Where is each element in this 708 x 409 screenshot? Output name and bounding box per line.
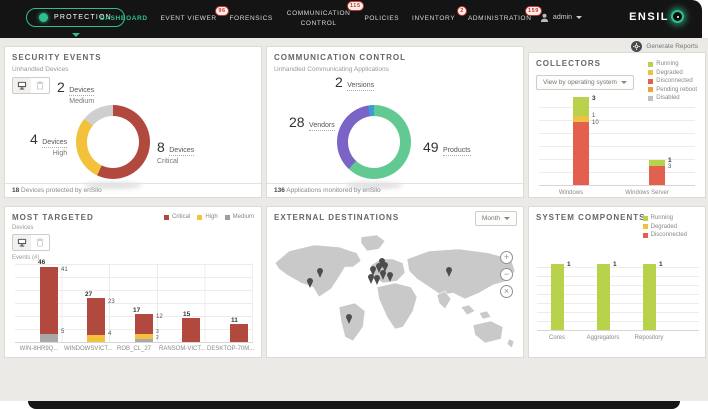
- panel-subtitle: Unhandled Communicating Applications: [274, 66, 389, 73]
- panel-subtitle: Unhandled Devices: [12, 66, 69, 73]
- nav-event-viewer[interactable]: EVENT VIEWER 96: [160, 6, 229, 24]
- generate-reports-label: Generate Reports: [646, 43, 698, 50]
- trash-icon[interactable]: [31, 78, 49, 93]
- bar-rob-cl-27: [135, 314, 153, 342]
- medium-swatch: [224, 214, 230, 220]
- panel-title: COMMUNICATION CONTROL: [274, 53, 406, 62]
- panel-title: MOST TARGETED: [12, 213, 94, 222]
- disconnected-swatch: [642, 232, 648, 238]
- trash-icon[interactable]: [31, 235, 49, 250]
- degraded-swatch: [642, 224, 648, 229]
- bar-windowsvict: [87, 298, 105, 342]
- protection-toggle[interactable]: PROTECTION: [26, 8, 125, 27]
- bar-ransom-vict: [182, 318, 200, 342]
- view-by-os-dropdown[interactable]: View by operating system: [536, 75, 634, 90]
- aggregators-bar: [597, 264, 610, 330]
- chevron-down-icon: [576, 16, 582, 19]
- pending-reboot-swatch: [648, 87, 654, 92]
- chevron-down-icon[interactable]: [72, 33, 80, 37]
- security-events-panel: SECURITY EVENTS Unhandled Devices 2 Devi…: [4, 46, 262, 198]
- generate-reports-button[interactable]: Generate Reports: [631, 41, 698, 52]
- reset-view-button[interactable]: ×: [500, 285, 513, 298]
- communication-control-badge: 115: [346, 1, 364, 12]
- y-axis-label: Events (#): [12, 255, 40, 261]
- device-type-toggle: [12, 234, 50, 251]
- most-targeted-chart: 46 41 5 27 23 4 17 12 3 2 15: [15, 259, 253, 343]
- system-components-chart: 1 1 1: [537, 259, 699, 331]
- logo-o-icon: [671, 10, 684, 23]
- most-targeted-legend: Critical High Medium: [163, 214, 254, 220]
- panel-title: EXTERNAL DESTINATIONS: [274, 213, 400, 222]
- donut-shadow: [345, 182, 403, 189]
- collectors-panel: COLLECTORS View by operating system Runn…: [528, 52, 706, 198]
- communication-control-panel: COMMUNICATION CONTROL Unhandled Communic…: [266, 46, 524, 198]
- panel-title: SYSTEM COMPONENTS: [536, 213, 646, 222]
- protection-label: PROTECTION: [54, 14, 112, 21]
- panel-title: COLLECTORS: [536, 59, 601, 68]
- period-dropdown[interactable]: Month: [474, 211, 517, 226]
- most-targeted-panel: MOST TARGETED Critical High Medium Devic…: [4, 206, 262, 358]
- vendors-label: 28 Vendors: [289, 114, 335, 131]
- products-label: 49 Products: [423, 139, 471, 156]
- running-swatch: [648, 61, 654, 67]
- nav-dashboard[interactable]: DASHBOARD: [100, 15, 148, 23]
- bar-desktop-70m: [230, 324, 248, 342]
- nav-inventory[interactable]: INVENTORY 2: [412, 6, 468, 24]
- system-components-panel: SYSTEM COMPONENTS Running Degraded Disco…: [528, 206, 706, 358]
- external-destinations-panel: EXTERNAL DESTINATIONS Month: [266, 206, 524, 358]
- windows-server-bar: [649, 160, 665, 185]
- top-nav-bar: PROTECTION DASHBOARD EVENT VIEWER 96 FORE…: [0, 0, 702, 38]
- zoom-in-button[interactable]: +: [500, 251, 513, 264]
- nav-communication-control[interactable]: COMMUNICATION CONTROL 115: [286, 1, 364, 29]
- person-icon: [540, 13, 549, 22]
- destination-pins: [307, 258, 452, 324]
- bottom-bar: [28, 401, 680, 409]
- zoom-out-button[interactable]: −: [500, 268, 513, 281]
- monitor-icon[interactable]: [13, 78, 31, 93]
- disconnected-swatch: [648, 78, 654, 84]
- world-map: [274, 234, 516, 349]
- event-viewer-badge: 96: [215, 6, 229, 17]
- degraded-swatch: [648, 70, 654, 75]
- main-nav: DASHBOARD EVENT VIEWER 96 FORENSICS COMMU…: [100, 0, 542, 38]
- device-type-toggle: [12, 77, 50, 94]
- ensilo-logo: ENSIL: [629, 10, 684, 23]
- chevron-down-icon: [620, 81, 627, 84]
- gear-icon: [631, 41, 643, 52]
- repository-bar: [643, 264, 656, 330]
- inventory-badge: 2: [457, 6, 468, 17]
- administration-badge: 159: [524, 6, 542, 17]
- collectors-chart: 3 1 10 1 3: [539, 95, 695, 186]
- medium-label: 2 Devices Medium: [57, 79, 95, 105]
- critical-swatch: [163, 214, 169, 220]
- nav-administration[interactable]: ADMINISTRATION 159: [468, 6, 542, 24]
- user-menu[interactable]: admin: [540, 13, 582, 22]
- user-name: admin: [552, 14, 572, 21]
- communication-control-donut: [337, 105, 411, 179]
- high-label: 4 Devices High: [30, 131, 68, 157]
- chevron-down-icon: [504, 217, 510, 220]
- panel-title: SECURITY EVENTS: [12, 53, 102, 62]
- donut-shadow: [84, 182, 142, 189]
- panel-footer: 18 Devices protected by enSilo: [5, 183, 261, 197]
- bar-win-8hr9q: [40, 267, 58, 342]
- devices-label: Devices: [12, 225, 34, 231]
- security-events-donut: [76, 105, 150, 179]
- critical-label: 8 Devices Critical: [157, 139, 195, 165]
- nav-forensics[interactable]: FORENSICS: [229, 15, 273, 23]
- cores-bar: [551, 264, 564, 330]
- nav-policies[interactable]: POLICIES: [364, 15, 400, 23]
- system-components-legend: Running Degraded Disconnected: [642, 215, 687, 241]
- panel-footer: 136 Applications monitored by enSilo: [267, 183, 523, 197]
- running-swatch: [642, 215, 648, 221]
- monitor-icon[interactable]: [13, 235, 31, 250]
- versions-label: 2 Versions: [335, 74, 375, 91]
- windows-bar: [573, 97, 589, 185]
- protection-status-icon: [39, 13, 48, 22]
- high-swatch: [197, 214, 203, 220]
